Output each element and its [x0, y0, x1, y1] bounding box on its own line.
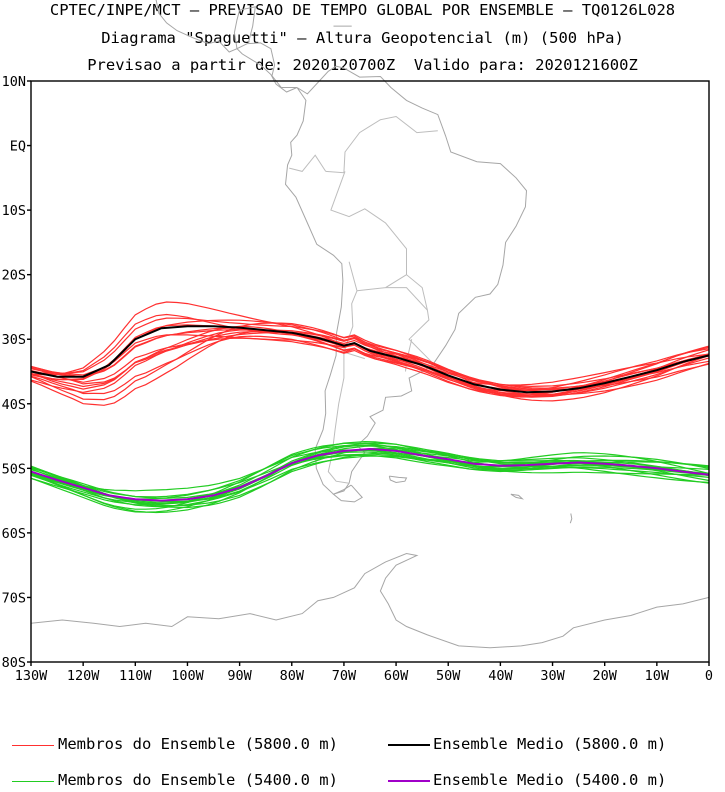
country-border	[327, 261, 358, 484]
lon-tick-label: 130W	[15, 668, 48, 684]
coastline-layer	[30, 0, 710, 649]
coastline	[236, 42, 298, 93]
lon-tick-label: 40W	[488, 668, 513, 684]
ensemble-member-line	[30, 442, 710, 504]
coastline	[388, 475, 408, 484]
lon-tick-label: 70W	[332, 668, 357, 684]
latitude-axis: 10N EQ 10S 20S 30S 40S 50S 60S 70S 80S	[2, 74, 31, 671]
ensemble-members-layer	[30, 301, 710, 514]
coastline	[569, 513, 573, 524]
ensemble-mean-5400-line	[30, 447, 710, 502]
ensemble-mean-5800-line	[30, 325, 710, 394]
country-border	[343, 351, 365, 360]
lat-tick-label: 60S	[2, 526, 26, 542]
lat-tick-label: 80S	[2, 655, 26, 671]
lon-tick-label: 90W	[227, 668, 252, 684]
lat-tick-label: 70S	[2, 590, 26, 606]
lat-tick-label: 20S	[2, 268, 26, 284]
lat-tick-label: 50S	[2, 461, 26, 477]
map-frame	[30, 80, 710, 663]
coastline	[30, 552, 710, 649]
lon-tick-label: 20W	[592, 668, 617, 684]
lat-tick-label: 10N	[2, 74, 26, 90]
legend-label-mean-5400: Ensemble Medio (5400.0 m)	[433, 771, 667, 789]
lon-tick-label: 120W	[67, 668, 100, 684]
chart-title-line-3: Previsao a partir de: 2020120700Z Valido…	[87, 56, 638, 74]
lat-tick-label: 40S	[2, 397, 26, 413]
chart-title-line-1: CPTEC/INPE/MCT – PREVISAO DE TEMPO GLOBA…	[49, 1, 676, 19]
legend-label-mean-5800: Ensemble Medio (5800.0 m)	[433, 735, 667, 753]
coastline	[155, 0, 238, 53]
legend-swatch-mean-5800	[388, 744, 430, 746]
ensemble-means-layer	[30, 325, 710, 502]
lat-tick-label: EQ	[10, 139, 26, 155]
lon-tick-label: 30W	[540, 668, 565, 684]
legend-swatch-members-5800	[12, 745, 54, 746]
coastline	[233, 6, 256, 49]
ensemble-member-line	[30, 334, 710, 395]
country-border	[289, 154, 327, 172]
country-border	[385, 287, 428, 311]
ensemble-member-line	[30, 324, 710, 398]
ensemble-member-line	[30, 449, 710, 504]
ensemble-member-line	[30, 331, 710, 402]
ensemble-member-line	[30, 444, 710, 514]
lon-tick-label: 50W	[436, 668, 461, 684]
lon-tick-label: 0	[705, 668, 713, 684]
country-border	[325, 115, 438, 174]
ensemble-member-line	[30, 452, 710, 507]
lon-tick-label: 100W	[171, 668, 204, 684]
legend-label-members-5800: Membros do Ensemble (5800.0 m)	[58, 735, 338, 753]
lat-tick-label: 10S	[2, 203, 26, 219]
legend-label-members-5400: Membros do Ensemble (5400.0 m)	[58, 771, 338, 789]
country-border	[356, 274, 407, 292]
lat-tick-label: 30S	[2, 332, 26, 348]
ensemble-member-line	[30, 449, 710, 492]
longitude-axis: 130W 120W 110W 100W 90W 80W 70W 60W 50W 40W 30W 20W…	[15, 662, 713, 684]
legend-swatch-mean-5400	[388, 780, 430, 782]
coastline	[284, 65, 528, 495]
lon-tick-label: 10W	[645, 668, 670, 684]
coastline	[332, 484, 363, 503]
lon-tick-label: 60W	[384, 668, 409, 684]
country-border	[330, 171, 432, 363]
lon-tick-label: 110W	[119, 668, 152, 684]
ensemble-member-line	[30, 328, 710, 393]
ensemble-member-line	[30, 449, 710, 503]
coastline	[510, 493, 525, 500]
legend-swatch-members-5400	[12, 781, 54, 782]
lon-tick-label: 80W	[280, 668, 305, 684]
chart-title-line-2: Diagrama "Spaguetti" – Altura Geopotenci…	[101, 29, 624, 47]
